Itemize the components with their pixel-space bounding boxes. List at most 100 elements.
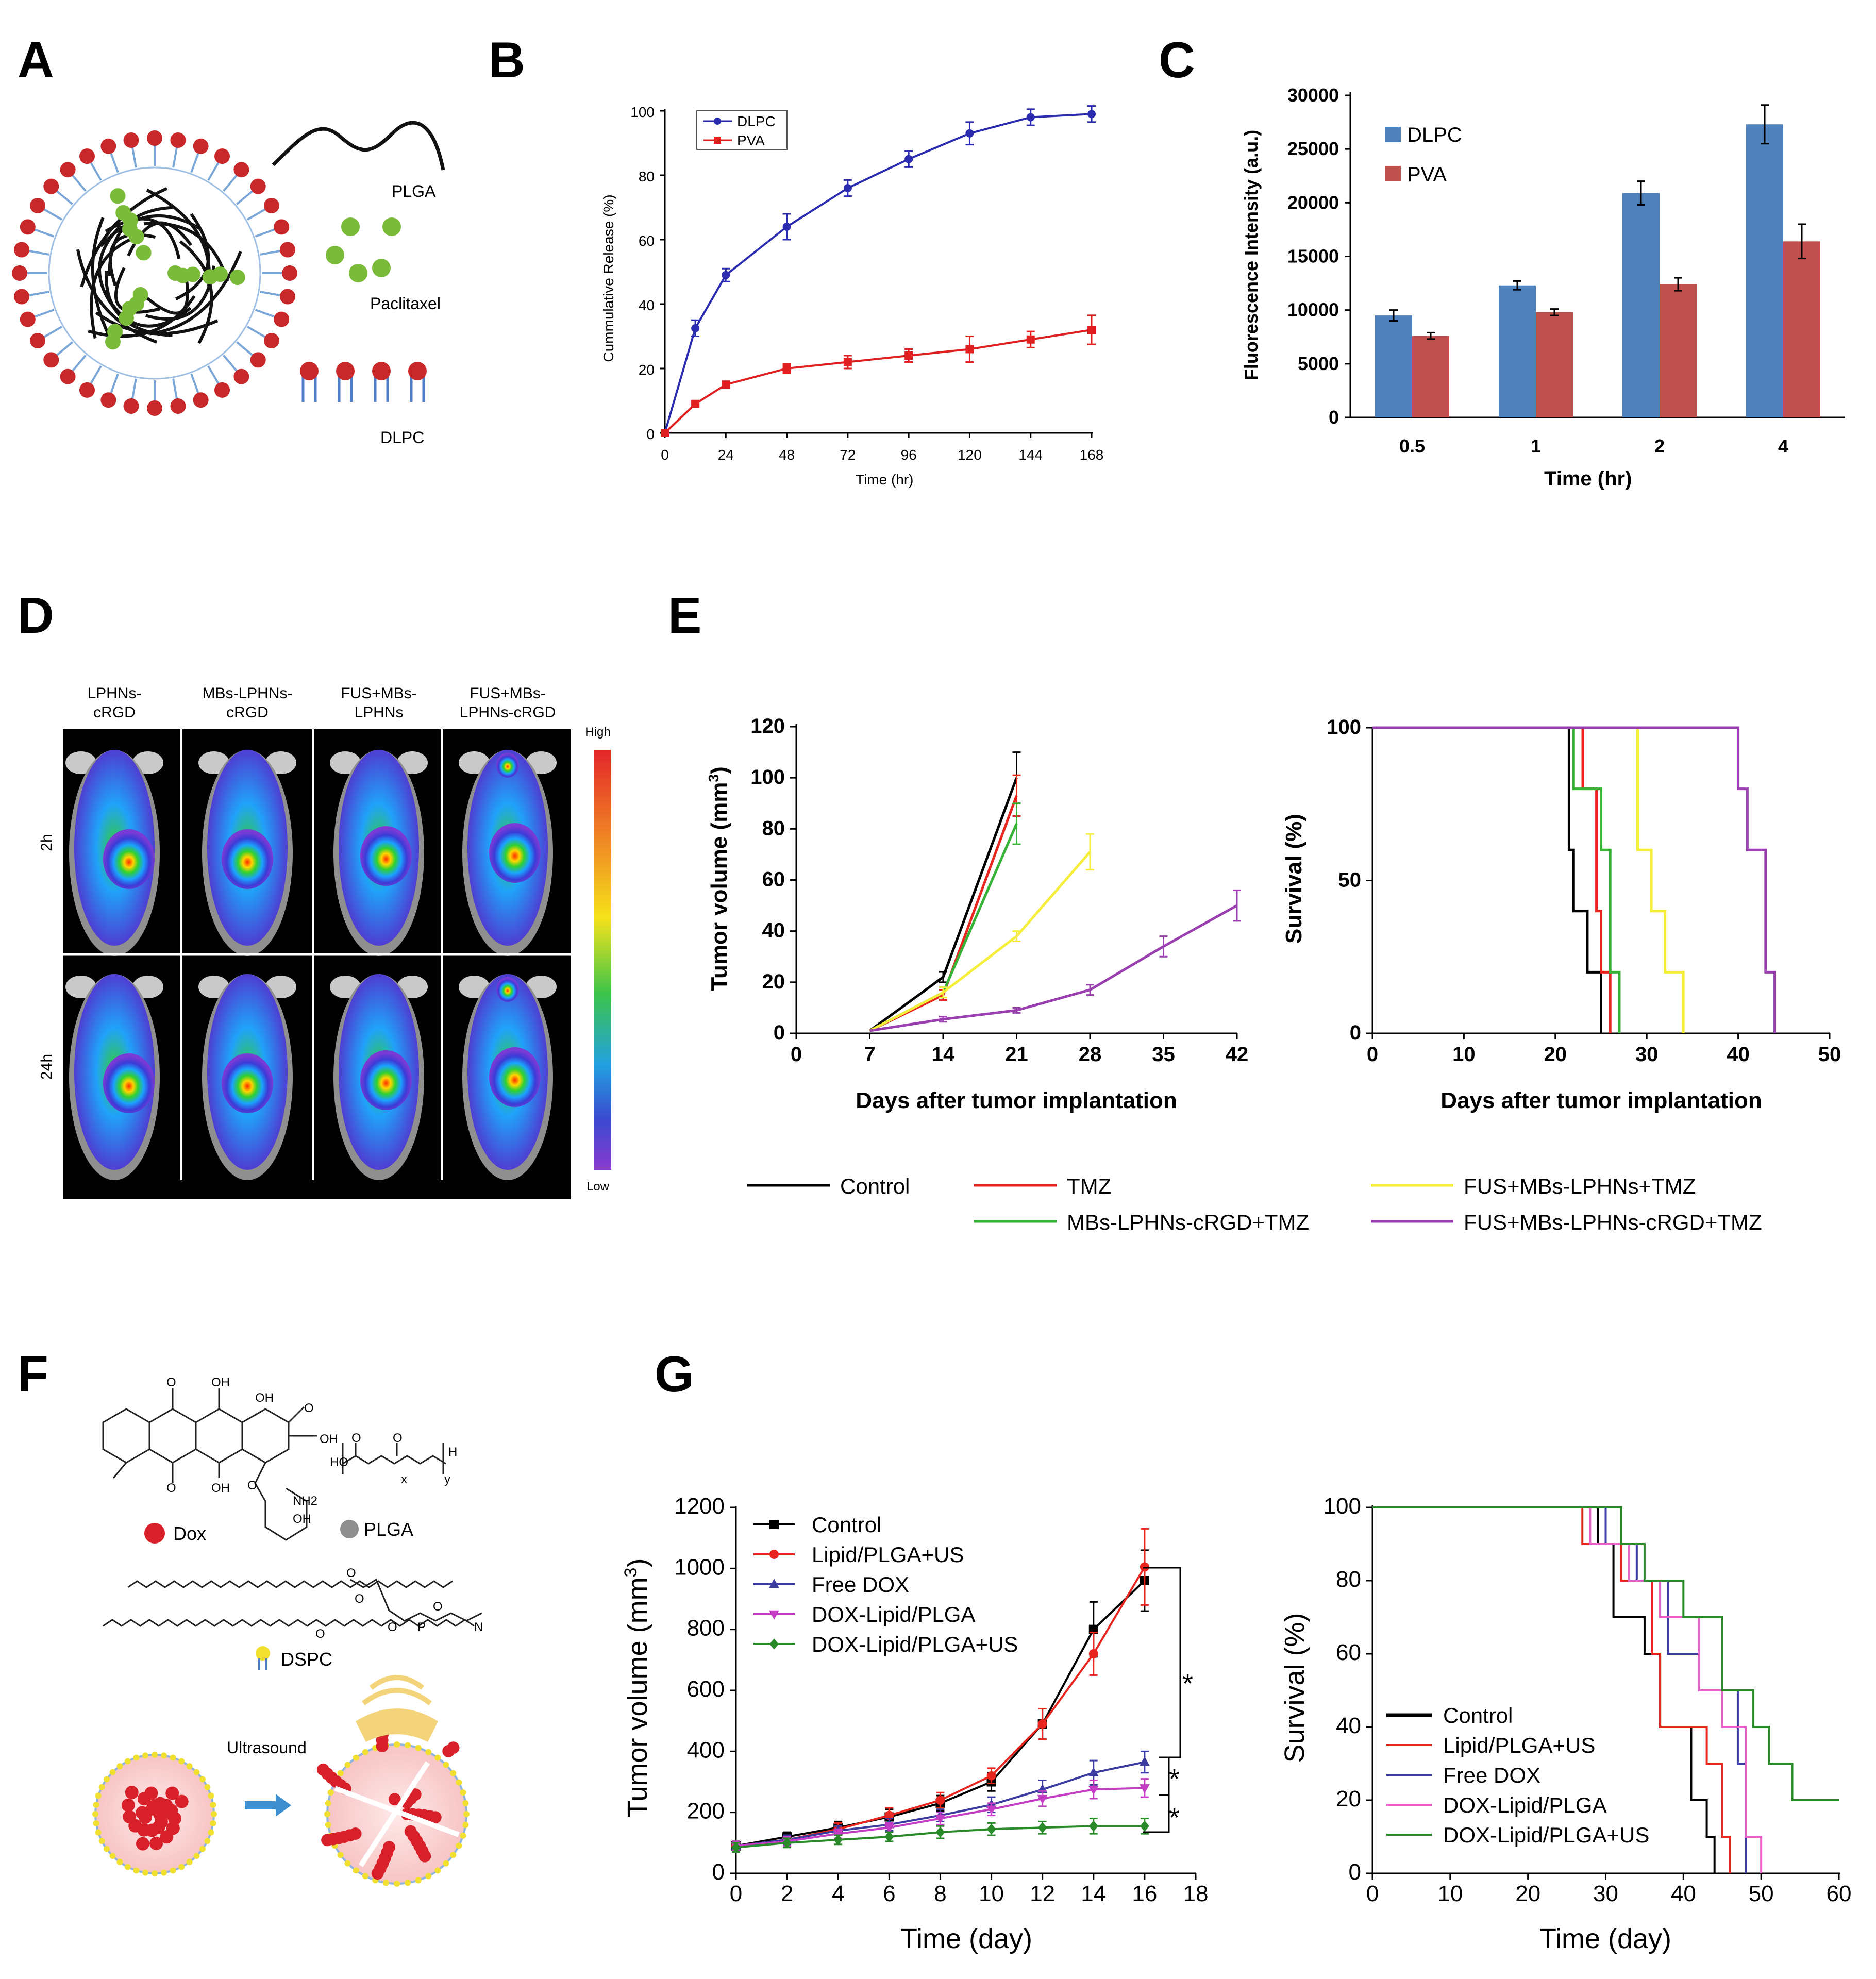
panel-label-f: F — [18, 1346, 48, 1402]
shell-lipid — [344, 1860, 351, 1867]
lipid-head — [193, 392, 209, 408]
particle-core — [48, 166, 261, 380]
dspc-atom-p: P — [417, 1620, 426, 1634]
shell-lipid — [425, 1749, 432, 1755]
shell-lipid — [456, 1842, 462, 1849]
chart-c-ylabel: Fluorescence Intensity (a.u.) — [1241, 130, 1262, 380]
dox-atom-oh5: OH — [293, 1512, 311, 1526]
series-line-fus-mbs-lphns-tmz — [869, 851, 1091, 1032]
error-bar-mbs-lphns-crgd-tmz-21 — [1012, 802, 1021, 845]
lipid-tail — [42, 326, 62, 339]
panel-d-row-2h: 2h — [38, 834, 55, 851]
shell-lipid — [142, 1869, 149, 1876]
drug-dot — [107, 324, 123, 340]
lipid-head — [30, 333, 46, 348]
x-tick-label-10: 10 — [1437, 1881, 1463, 1906]
release-arrow-icon — [245, 1794, 291, 1817]
drug-cargo — [175, 1794, 189, 1808]
lipid-tail — [27, 291, 49, 297]
lipid-head — [30, 198, 46, 213]
panel-d-col2-line1: MBs-LPHNs- — [202, 685, 292, 702]
shell-lipid — [324, 1811, 330, 1817]
chart-g2-ylabel: Survival (%) — [1279, 1613, 1310, 1763]
panel-a-schematic: PLGA Paclitaxel DLPC — [12, 121, 445, 447]
shell-lipid — [353, 1867, 359, 1874]
point-dox-lipid-plga-8 — [935, 1815, 946, 1824]
x-tick-label-120: 120 — [958, 447, 982, 463]
legend-label-dox-lipid-plga: DOX-Lipid/PLGA — [1443, 1793, 1606, 1817]
dox-atom-nh2: NH2 — [293, 1494, 317, 1508]
bar-dlpc-2 — [1622, 193, 1660, 417]
shell-lipid — [116, 1859, 123, 1866]
label-dox: Dox — [173, 1523, 206, 1544]
legend-label-dox-lipid-plga-us: DOX-Lipid/PLGA+US — [1443, 1823, 1649, 1847]
released-drug — [321, 1834, 334, 1847]
drug-cargo — [148, 1799, 162, 1813]
lipid-head — [282, 265, 297, 281]
lipid-head — [233, 368, 249, 384]
point-dox-lipid-plga-us-2 — [782, 1837, 792, 1849]
lipid-tail — [71, 174, 87, 192]
x-tick-label-30: 30 — [1593, 1881, 1618, 1906]
dspc-atom-o2: O — [355, 1592, 364, 1606]
shell-lipid — [394, 1741, 400, 1748]
shell-lipid — [362, 1873, 368, 1880]
rupture-crack — [334, 1761, 460, 1867]
lipid-tail — [89, 161, 102, 181]
series-line-free-dox — [1372, 1506, 1747, 1873]
plga-atom-h: H — [448, 1445, 457, 1459]
y-tick-label-120: 120 — [750, 715, 785, 737]
drug-cargo — [144, 1786, 158, 1800]
chart-c-fluorescence: Time (hr) Fluorescence Intensity (a.u.) … — [1241, 85, 1845, 490]
dox-atom-oh4: OH — [320, 1432, 338, 1446]
shell-lipid — [204, 1838, 211, 1844]
shell-lipid — [208, 1792, 214, 1799]
drug-dot — [229, 270, 245, 286]
lipid-tail — [255, 309, 276, 318]
lipid-tail — [190, 373, 200, 395]
drug-cargo — [121, 1798, 135, 1812]
brain-hotspot — [496, 753, 519, 778]
y-tick-label-60: 60 — [639, 233, 655, 249]
intensity-scale-bar — [594, 750, 611, 1170]
shell-lipid — [450, 1770, 457, 1776]
error-bar-pva-4 — [1798, 223, 1806, 260]
chart-c-legend-dlpc: DLPC — [1407, 124, 1462, 146]
y-tick-label-20: 20 — [762, 970, 785, 993]
shell-lipid — [344, 1762, 351, 1768]
shell-lipid — [210, 1802, 216, 1808]
shell-lipid — [178, 1864, 185, 1870]
error-bar-dlpc-2 — [1637, 180, 1645, 206]
lipid-head — [147, 130, 162, 146]
legend-marker-free-dox — [769, 1579, 779, 1588]
y-tick-label-40: 40 — [762, 919, 785, 942]
y-tick-label-0: 0 — [646, 426, 655, 442]
x-tick-label-50: 50 — [1749, 1881, 1774, 1906]
lipid-tail — [71, 355, 87, 373]
lipid-head — [280, 242, 296, 258]
drug-dot — [132, 287, 148, 303]
shell-lipid — [178, 1758, 185, 1765]
drug-dot — [122, 300, 138, 316]
mouse-images — [63, 729, 571, 1180]
shell-lipid — [199, 1776, 206, 1783]
panel-d-col2-line2: cRGD — [226, 704, 269, 721]
point-pva-48 — [782, 364, 791, 373]
shell-lipid — [208, 1829, 214, 1836]
signal-hotspot — [103, 1053, 155, 1113]
x-tick-label-4: 4 — [832, 1881, 844, 1906]
legend-label-lipid-plga-us: Lipid/PLGA+US — [1443, 1733, 1595, 1757]
legend-label-mbs-lphns-crgd-tmz: MBs-LPHNs-cRGD+TMZ — [1067, 1210, 1309, 1234]
lipid-tail — [190, 152, 200, 173]
dox-atom-o2: O — [166, 1481, 176, 1495]
x-tick-label-6: 6 — [883, 1881, 895, 1906]
y-tick-label-0: 0 — [1329, 407, 1339, 428]
point-dox-lipid-plga-us-12 — [1037, 1822, 1047, 1834]
lipid-head — [20, 219, 36, 235]
shell-lipid — [450, 1852, 457, 1858]
chart-e-tumor-volume: Days after tumor implantation Tumor volu… — [706, 715, 1248, 1113]
legend-label-fus-mbs-lphns-crgd-tmz: FUS+MBs-LPHNs-cRGD+TMZ — [1464, 1210, 1762, 1234]
y-tick-label-40: 40 — [639, 297, 655, 313]
drug-cargo — [136, 1837, 150, 1851]
y-tick-label-1200: 1200 — [674, 1494, 725, 1519]
